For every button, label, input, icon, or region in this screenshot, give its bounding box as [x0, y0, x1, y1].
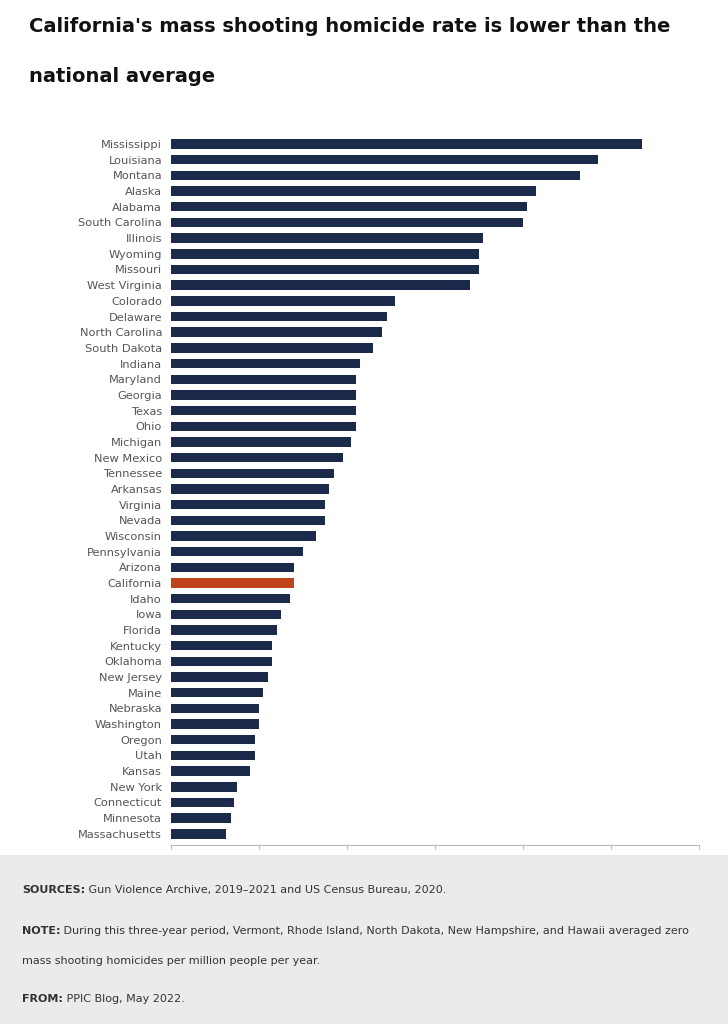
Bar	[171, 296, 395, 305]
Text: NOTE:: NOTE:	[22, 926, 60, 936]
Bar	[171, 218, 523, 227]
Bar	[171, 155, 598, 165]
Text: national average: national average	[29, 67, 215, 86]
Bar	[171, 233, 483, 243]
Bar	[171, 139, 641, 148]
Bar	[171, 798, 234, 807]
Bar	[171, 422, 356, 431]
Text: mass shooting homicides per million people per year.: mass shooting homicides per million peop…	[22, 956, 320, 967]
Bar	[171, 626, 277, 635]
Bar	[171, 813, 231, 823]
Bar	[171, 249, 479, 258]
Bar	[171, 406, 356, 416]
Bar	[171, 281, 470, 290]
Bar	[171, 500, 325, 509]
Bar	[171, 375, 356, 384]
Bar	[171, 312, 387, 322]
Bar	[171, 343, 373, 352]
Bar	[171, 656, 272, 666]
Bar	[171, 358, 360, 369]
Bar	[171, 484, 329, 494]
Bar	[171, 688, 264, 697]
Bar	[171, 265, 479, 274]
Bar	[171, 171, 580, 180]
Bar	[171, 437, 352, 446]
Text: PPIC Blog, May 2022.: PPIC Blog, May 2022.	[63, 993, 184, 1004]
Bar	[171, 547, 303, 556]
Bar	[171, 703, 259, 713]
Bar	[171, 531, 316, 541]
Bar	[171, 641, 272, 650]
Bar	[171, 594, 290, 603]
Bar	[171, 579, 294, 588]
Text: FROM:: FROM:	[22, 993, 63, 1004]
Bar	[171, 782, 237, 792]
Bar	[171, 673, 268, 682]
Bar	[171, 766, 250, 776]
Text: During this three-year period, Vermont, Rhode Island, North Dakota, New Hampshir: During this three-year period, Vermont, …	[60, 926, 689, 936]
Text: California's mass shooting homicide rate is lower than the: California's mass shooting homicide rate…	[29, 16, 670, 36]
Bar	[171, 720, 259, 729]
Bar	[171, 562, 294, 572]
Text: SOURCES:: SOURCES:	[22, 886, 85, 895]
Bar	[171, 735, 255, 744]
X-axis label: Mass shooting deaths per 1M people per year: Mass shooting deaths per 1M people per y…	[292, 881, 578, 894]
Bar	[171, 186, 536, 196]
Bar	[171, 202, 527, 212]
Bar	[171, 829, 226, 839]
Text: Gun Violence Archive, 2019–2021 and US Census Bureau, 2020.: Gun Violence Archive, 2019–2021 and US C…	[85, 886, 446, 895]
Bar	[171, 609, 281, 620]
Bar	[171, 469, 334, 478]
Bar	[171, 453, 343, 462]
Bar	[171, 516, 325, 525]
Bar	[171, 390, 356, 399]
Bar	[171, 751, 255, 760]
Bar	[171, 328, 382, 337]
